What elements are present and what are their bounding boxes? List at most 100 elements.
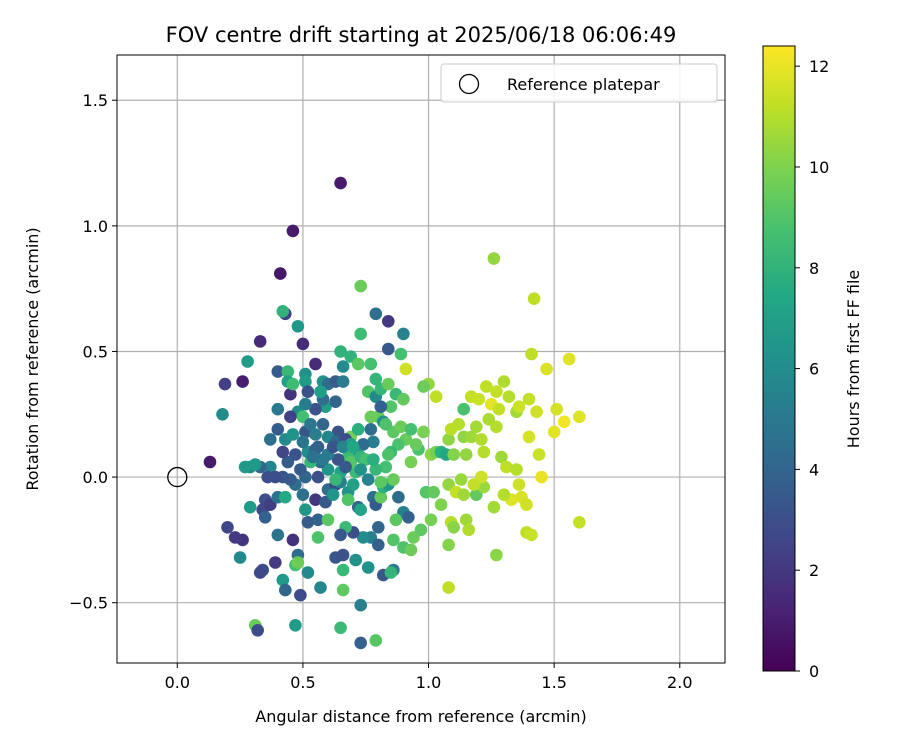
data-point-164 (387, 533, 400, 547)
grid-lines (117, 55, 725, 663)
x-tick-label-3: 1.5 (541, 673, 566, 692)
data-point-261 (379, 460, 393, 474)
data-point-168 (414, 523, 428, 537)
legend: Reference platepar (440, 63, 718, 103)
data-point-90 (281, 455, 295, 469)
data-point-14 (334, 345, 347, 358)
data-point-209 (472, 392, 486, 406)
data-point-187 (354, 598, 368, 612)
data-point-236 (512, 478, 526, 491)
data-point-285 (367, 453, 380, 466)
data-point-145 (228, 531, 242, 544)
data-point-107 (309, 493, 322, 507)
data-point-189 (314, 385, 327, 399)
reference-marker (167, 466, 188, 488)
data-point-185 (354, 636, 368, 650)
data-point-0 (334, 176, 347, 190)
data-point-220 (540, 362, 553, 376)
data-point-60 (329, 395, 342, 409)
data-point-181 (289, 619, 302, 632)
data-point-244 (454, 473, 468, 486)
data-point-176 (447, 521, 461, 534)
colorbar-tick-label-0: 0 (809, 662, 819, 681)
y-axis-ticks: −0.5 0.0 0.5 1.0 1.5 (69, 91, 117, 613)
data-point-139 (286, 533, 300, 547)
data-point-196 (442, 433, 455, 446)
data-point-249 (525, 528, 538, 542)
data-point-143 (253, 566, 267, 579)
data-point-224 (573, 410, 586, 424)
colorbar-tick-label-2: 4 (809, 460, 819, 479)
data-point-137 (301, 516, 315, 529)
data-point-174 (442, 538, 455, 552)
data-point-186 (369, 634, 383, 647)
data-point-259 (379, 418, 393, 431)
data-point-24 (286, 377, 300, 391)
data-point-231 (547, 425, 561, 439)
data-point-75 (316, 418, 330, 431)
data-point-160 (372, 538, 385, 552)
data-point-136 (311, 531, 325, 544)
data-point-118 (354, 503, 368, 516)
data-point-108 (311, 513, 325, 527)
data-point-228 (522, 430, 536, 444)
data-point-81 (356, 438, 370, 451)
y-tick-label-2: 0.5 (83, 342, 108, 361)
data-point-257 (394, 420, 408, 434)
data-point-254 (417, 380, 430, 393)
data-point-4 (276, 305, 290, 318)
colorbar-label: Hours from first FF file (844, 270, 863, 449)
data-point-8 (309, 357, 322, 371)
data-point-246 (457, 488, 471, 502)
colorbar: 0 2 4 6 8 10 12 Hours from first FF file (762, 45, 863, 681)
data-point-121 (374, 490, 388, 504)
y-tick-label-1: 0.0 (83, 468, 108, 487)
data-point-169 (424, 513, 438, 527)
data-point-149 (279, 583, 292, 597)
data-point-204 (470, 420, 483, 434)
data-point-34 (336, 360, 350, 373)
data-point-1 (286, 224, 300, 238)
data-point-10 (369, 307, 383, 321)
data-point-271 (311, 470, 325, 484)
data-point-191 (417, 425, 430, 439)
data-point-232 (490, 420, 503, 434)
data-point-15 (241, 355, 254, 368)
data-point-239 (497, 488, 511, 502)
data-point-223 (562, 352, 576, 366)
data-point-263 (369, 463, 383, 476)
x-tick-label-4: 2.0 (667, 673, 692, 692)
data-point-166 (404, 543, 418, 557)
plot-frame (116, 54, 726, 664)
data-point-35 (351, 357, 365, 371)
data-point-282 (346, 440, 360, 454)
data-point-229 (532, 448, 546, 461)
chart-title: FOV centre drift starting at 2025/06/18 … (166, 23, 677, 47)
data-point-80 (351, 423, 365, 436)
data-point-16 (236, 375, 249, 388)
data-point-66 (284, 410, 297, 424)
data-point-234 (500, 460, 513, 474)
data-point-2 (274, 267, 287, 280)
data-point-183 (251, 624, 264, 637)
data-point-152 (294, 588, 307, 602)
data-point-243 (467, 478, 481, 491)
data-point-146 (221, 521, 234, 534)
reference-point-marker (167, 466, 188, 488)
colorbar-ticks: 0 2 4 6 8 10 12 (795, 57, 829, 681)
data-point-116 (346, 478, 360, 491)
data-point-214 (497, 375, 511, 388)
data-point-103 (279, 490, 292, 504)
data-point-268 (329, 473, 342, 486)
data-point-205 (475, 433, 488, 446)
data-point-112 (326, 488, 340, 502)
data-point-48 (399, 362, 413, 376)
data-point-202 (459, 448, 473, 461)
data-point-128 (389, 513, 403, 527)
data-point-226 (527, 292, 541, 306)
data-point-115 (341, 493, 355, 507)
colorbar-tick-label-5: 10 (809, 158, 829, 177)
data-point-212 (490, 385, 503, 399)
data-point-156 (336, 548, 350, 562)
